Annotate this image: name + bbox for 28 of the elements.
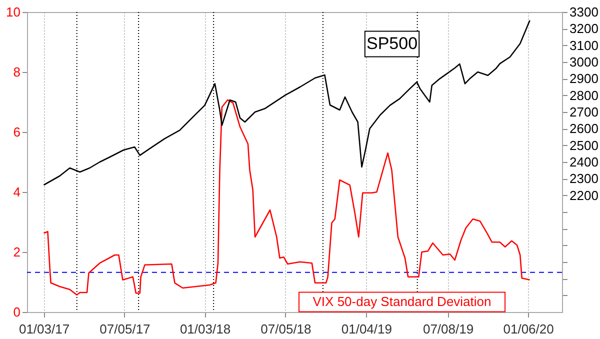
y-tick-label: 6: [13, 124, 20, 140]
y2-tick-label: 2600: [570, 121, 598, 136]
y-tick-label: 2: [13, 244, 20, 260]
x-tick-label: 07/05/18: [260, 322, 312, 336]
y2-tick-label: 2300: [570, 171, 598, 186]
y2-tick-label: 2400: [570, 154, 598, 170]
y2-tick-label: 2800: [570, 88, 598, 103]
line-series: [43, 99, 530, 296]
y-tick-label: 10: [6, 4, 20, 20]
y2-tick-label: 3200: [570, 21, 598, 36]
y2-tick-label: 2200: [570, 188, 598, 203]
y-tick-label: 0: [13, 304, 20, 320]
y-tick-label: 4: [13, 184, 20, 200]
y2-tick-label: 3000: [570, 54, 598, 70]
series-label: SP500: [366, 34, 418, 53]
y2-tick-label: 2500: [570, 138, 598, 153]
y2-tick-label: 3300: [570, 4, 598, 20]
x-tick-label: 01/06/20: [503, 322, 554, 336]
x-tick-label: 01/03/18: [180, 322, 231, 336]
x-tick-label: 07/08/19: [422, 322, 474, 336]
y-tick-label: 8: [13, 64, 20, 80]
x-tick-label: 07/05/17: [100, 322, 150, 336]
y2-tick-label: 2700: [570, 104, 598, 120]
x-tick-label: 01/03/17: [18, 322, 70, 336]
x-tick-label: 01/04/19: [341, 322, 392, 336]
y2-tick-label: 2900: [570, 71, 598, 86]
series-label: VIX 50-day Standard Deviation: [312, 294, 492, 309]
y2-tick-label: 3100: [570, 38, 598, 53]
